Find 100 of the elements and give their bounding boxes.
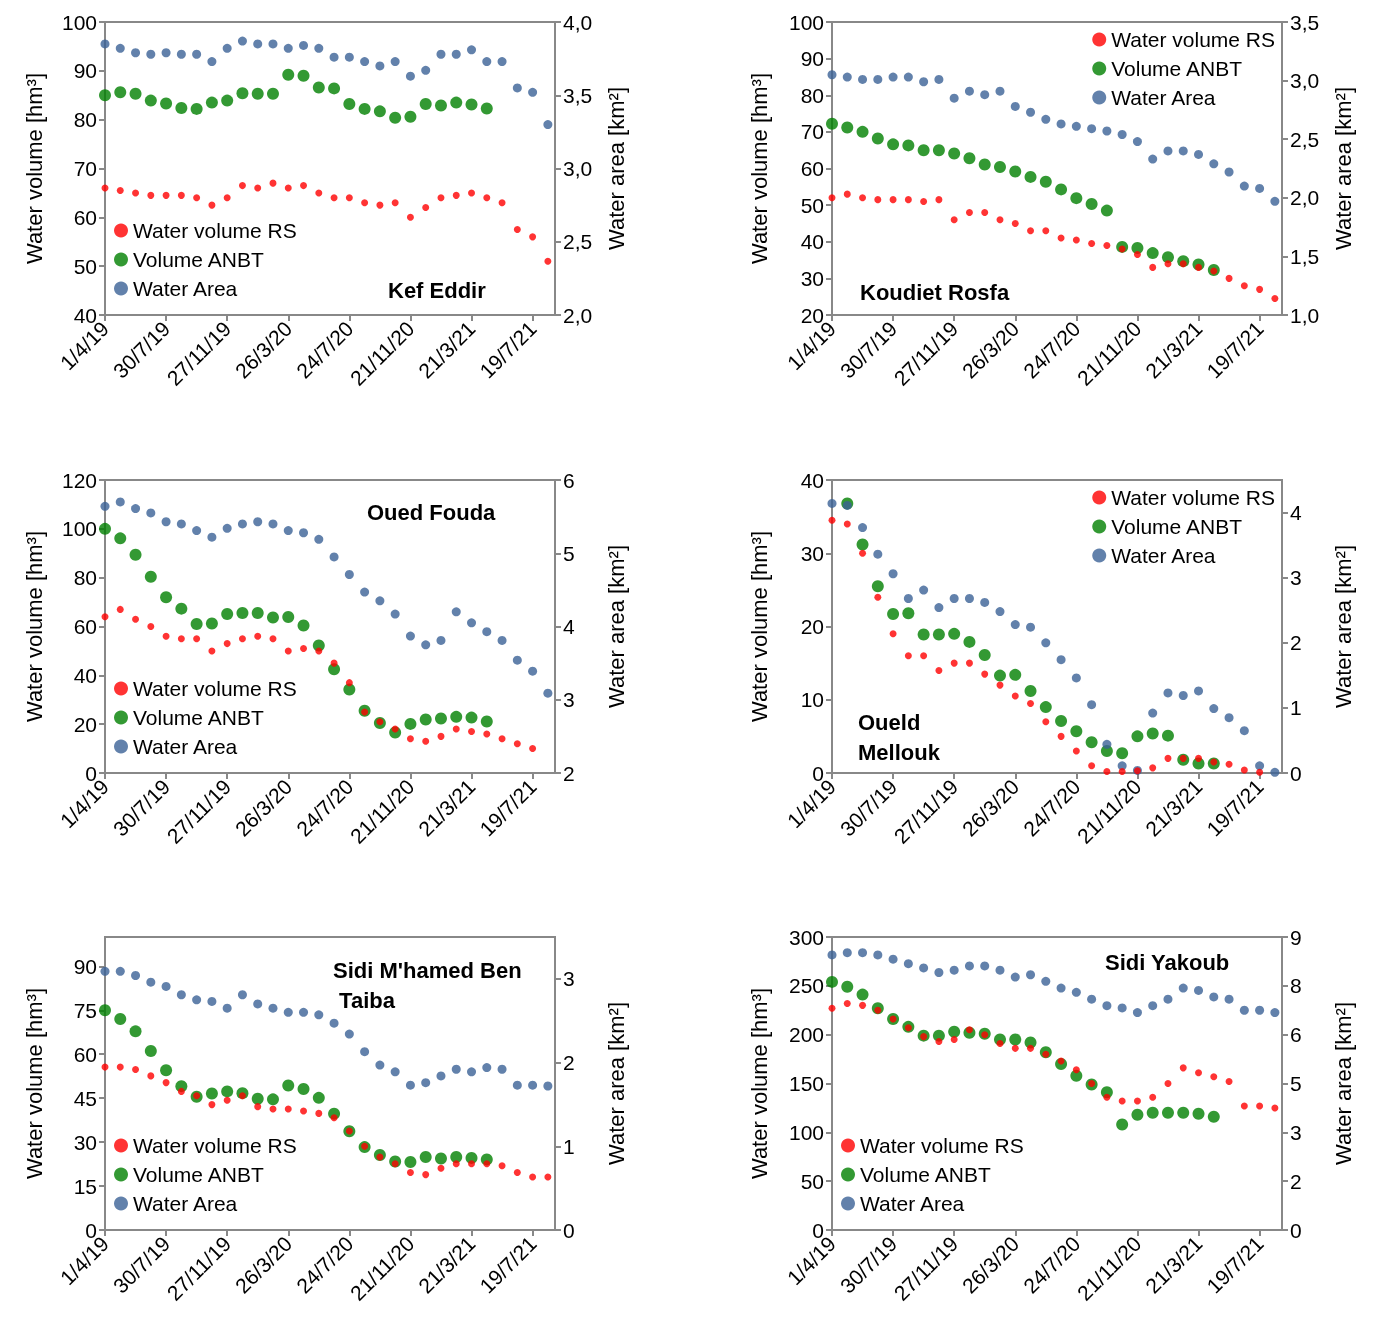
text: Oued Fouda <box>367 499 497 525</box>
y2-axis-title: Water area [km²] <box>603 545 629 708</box>
text: Sidi M'hamed Ben Taiba <box>333 957 522 1013</box>
y2-tick-label: 2,0 <box>563 303 593 327</box>
legend-label: Volume ANBT <box>133 706 264 729</box>
legend-label: Water volume RS <box>860 1134 1024 1157</box>
y-tick-label: 75 <box>73 998 97 1022</box>
legend-label: Water Area <box>133 735 238 758</box>
legend-label: Water Area <box>133 1192 238 1215</box>
legend-label: Water Area <box>860 1192 965 1215</box>
text: Kef Eddir <box>388 277 487 303</box>
y2-tick-label: 4,0 <box>563 10 593 34</box>
text: Oueld Mellouk <box>858 709 941 765</box>
y2-axis-title: Water area [km²] <box>603 1002 629 1165</box>
y-axis-title: Water volume [hm³] <box>746 987 772 1180</box>
y2-axis-title: Water area [km²] <box>1330 87 1356 250</box>
y-tick-label: 300 <box>788 925 824 949</box>
y2-tick-label: 2,5 <box>563 230 593 254</box>
y-tick-label: 100 <box>788 1120 824 1144</box>
y-axis-title: Water volume [hm³] <box>746 530 772 723</box>
legend-label: Water volume RS <box>133 219 297 242</box>
y2-tick-label: 3,5 <box>563 83 593 107</box>
y2-tick-label: 6 <box>563 468 575 492</box>
y2-tick-label: 2,5 <box>1290 127 1320 151</box>
legend-label: Volume ANBT <box>1111 57 1243 80</box>
y-tick-label: 120 <box>61 468 97 492</box>
y-tick-label: 20 <box>73 712 97 736</box>
y2-tick-label: 3 <box>1290 1120 1302 1144</box>
y2-tick-label: 4 <box>563 615 575 638</box>
y-tick-label: 150 <box>788 1072 824 1095</box>
y-tick-label: 15 <box>73 1174 97 1198</box>
legend-label: Volume ANBT <box>1111 515 1243 538</box>
y-tick-label: 60 <box>800 157 824 180</box>
y-tick-label: 80 <box>73 566 97 590</box>
y-axis-title: Water volume [hm³] <box>746 72 772 265</box>
y-tick-label: 50 <box>73 254 97 278</box>
y-tick-label: 20 <box>800 615 824 638</box>
y-tick-label: 250 <box>788 974 824 998</box>
y2-tick-label: 6 <box>1290 1023 1302 1047</box>
y-tick-label: 50 <box>800 193 824 217</box>
y2-axis-title: Water area [km²] <box>1330 545 1356 708</box>
legend-label: Volume ANBT <box>133 1163 264 1186</box>
y-tick-label: 90 <box>73 59 97 83</box>
y2-tick-label: 3 <box>1290 566 1302 590</box>
y2-tick-label: 8 <box>1290 974 1302 998</box>
y-tick-label: 60 <box>73 205 97 229</box>
y2-tick-label: 0 <box>1290 761 1302 785</box>
y-tick-label: 100 <box>61 10 97 34</box>
y-axis-title: Water volume [hm³] <box>21 987 47 1180</box>
y-tick-label: 80 <box>800 83 824 107</box>
y2-tick-label: 1 <box>563 1134 575 1158</box>
y2-axis-title: Water area [km²] <box>603 87 629 250</box>
legend-label: Water Area <box>1111 86 1216 109</box>
y2-tick-label: 3,0 <box>1290 69 1320 93</box>
y-tick-label: 40 <box>800 230 824 254</box>
y-tick-label: 60 <box>73 1042 97 1066</box>
y-tick-label: 70 <box>73 157 97 180</box>
y-tick-label: 100 <box>61 517 97 541</box>
y-tick-label: 45 <box>73 1086 97 1110</box>
y-tick-label: 80 <box>73 108 97 132</box>
legend-label: Volume ANBT <box>860 1163 991 1186</box>
y-tick-label: 60 <box>73 615 97 638</box>
legend-label: Water Area <box>133 277 238 300</box>
y2-tick-label: 3,5 <box>1290 10 1320 34</box>
y-tick-label: 200 <box>788 1023 824 1047</box>
y2-tick-label: 0 <box>1290 1218 1302 1242</box>
y2-tick-label: 1,0 <box>1290 303 1320 327</box>
legend-label: Water Area <box>1111 544 1216 567</box>
y-tick-label: 40 <box>73 663 97 687</box>
y2-tick-label: 1 <box>1290 696 1302 720</box>
y-tick-label: 70 <box>800 120 824 144</box>
y2-tick-label: 1,5 <box>1290 244 1320 268</box>
legend-label: Water volume RS <box>1111 486 1275 509</box>
text: Koudiet Rosfa <box>860 279 1010 305</box>
y-tick-label: 90 <box>800 47 824 71</box>
legend-label: Water volume RS <box>1111 28 1275 51</box>
legend-label: Water volume RS <box>133 677 297 700</box>
y-tick-label: 30 <box>73 1130 97 1154</box>
y-tick-label: 30 <box>800 266 824 290</box>
y-tick-label: 30 <box>800 541 824 565</box>
legend-label: Water volume RS <box>133 1134 297 1157</box>
y-axis-title: Water volume [hm³] <box>21 72 47 265</box>
y2-tick-label: 2 <box>1290 1169 1302 1193</box>
y2-tick-label: 5 <box>563 541 575 565</box>
y-tick-label: 40 <box>800 468 824 492</box>
y-axis-title: Water volume [hm³] <box>21 530 47 723</box>
y2-tick-label: 2,0 <box>1290 186 1320 210</box>
y-tick-label: 90 <box>73 954 97 978</box>
legend-label: Volume ANBT <box>133 248 264 271</box>
y2-axis-title: Water area [km²] <box>1330 1002 1356 1165</box>
y2-tick-label: 3 <box>563 688 575 712</box>
y2-tick-label: 3 <box>563 967 575 991</box>
y-tick-label: 10 <box>800 688 824 712</box>
text: Sidi Yakoub <box>1105 949 1230 975</box>
y2-tick-label: 4 <box>1290 501 1302 525</box>
y2-tick-label: 2 <box>1290 631 1302 655</box>
y2-tick-label: 9 <box>1290 925 1302 949</box>
y2-tick-label: 2 <box>563 1051 575 1075</box>
y-tick-label: 50 <box>800 1169 824 1193</box>
y2-tick-label: 2 <box>563 761 575 785</box>
